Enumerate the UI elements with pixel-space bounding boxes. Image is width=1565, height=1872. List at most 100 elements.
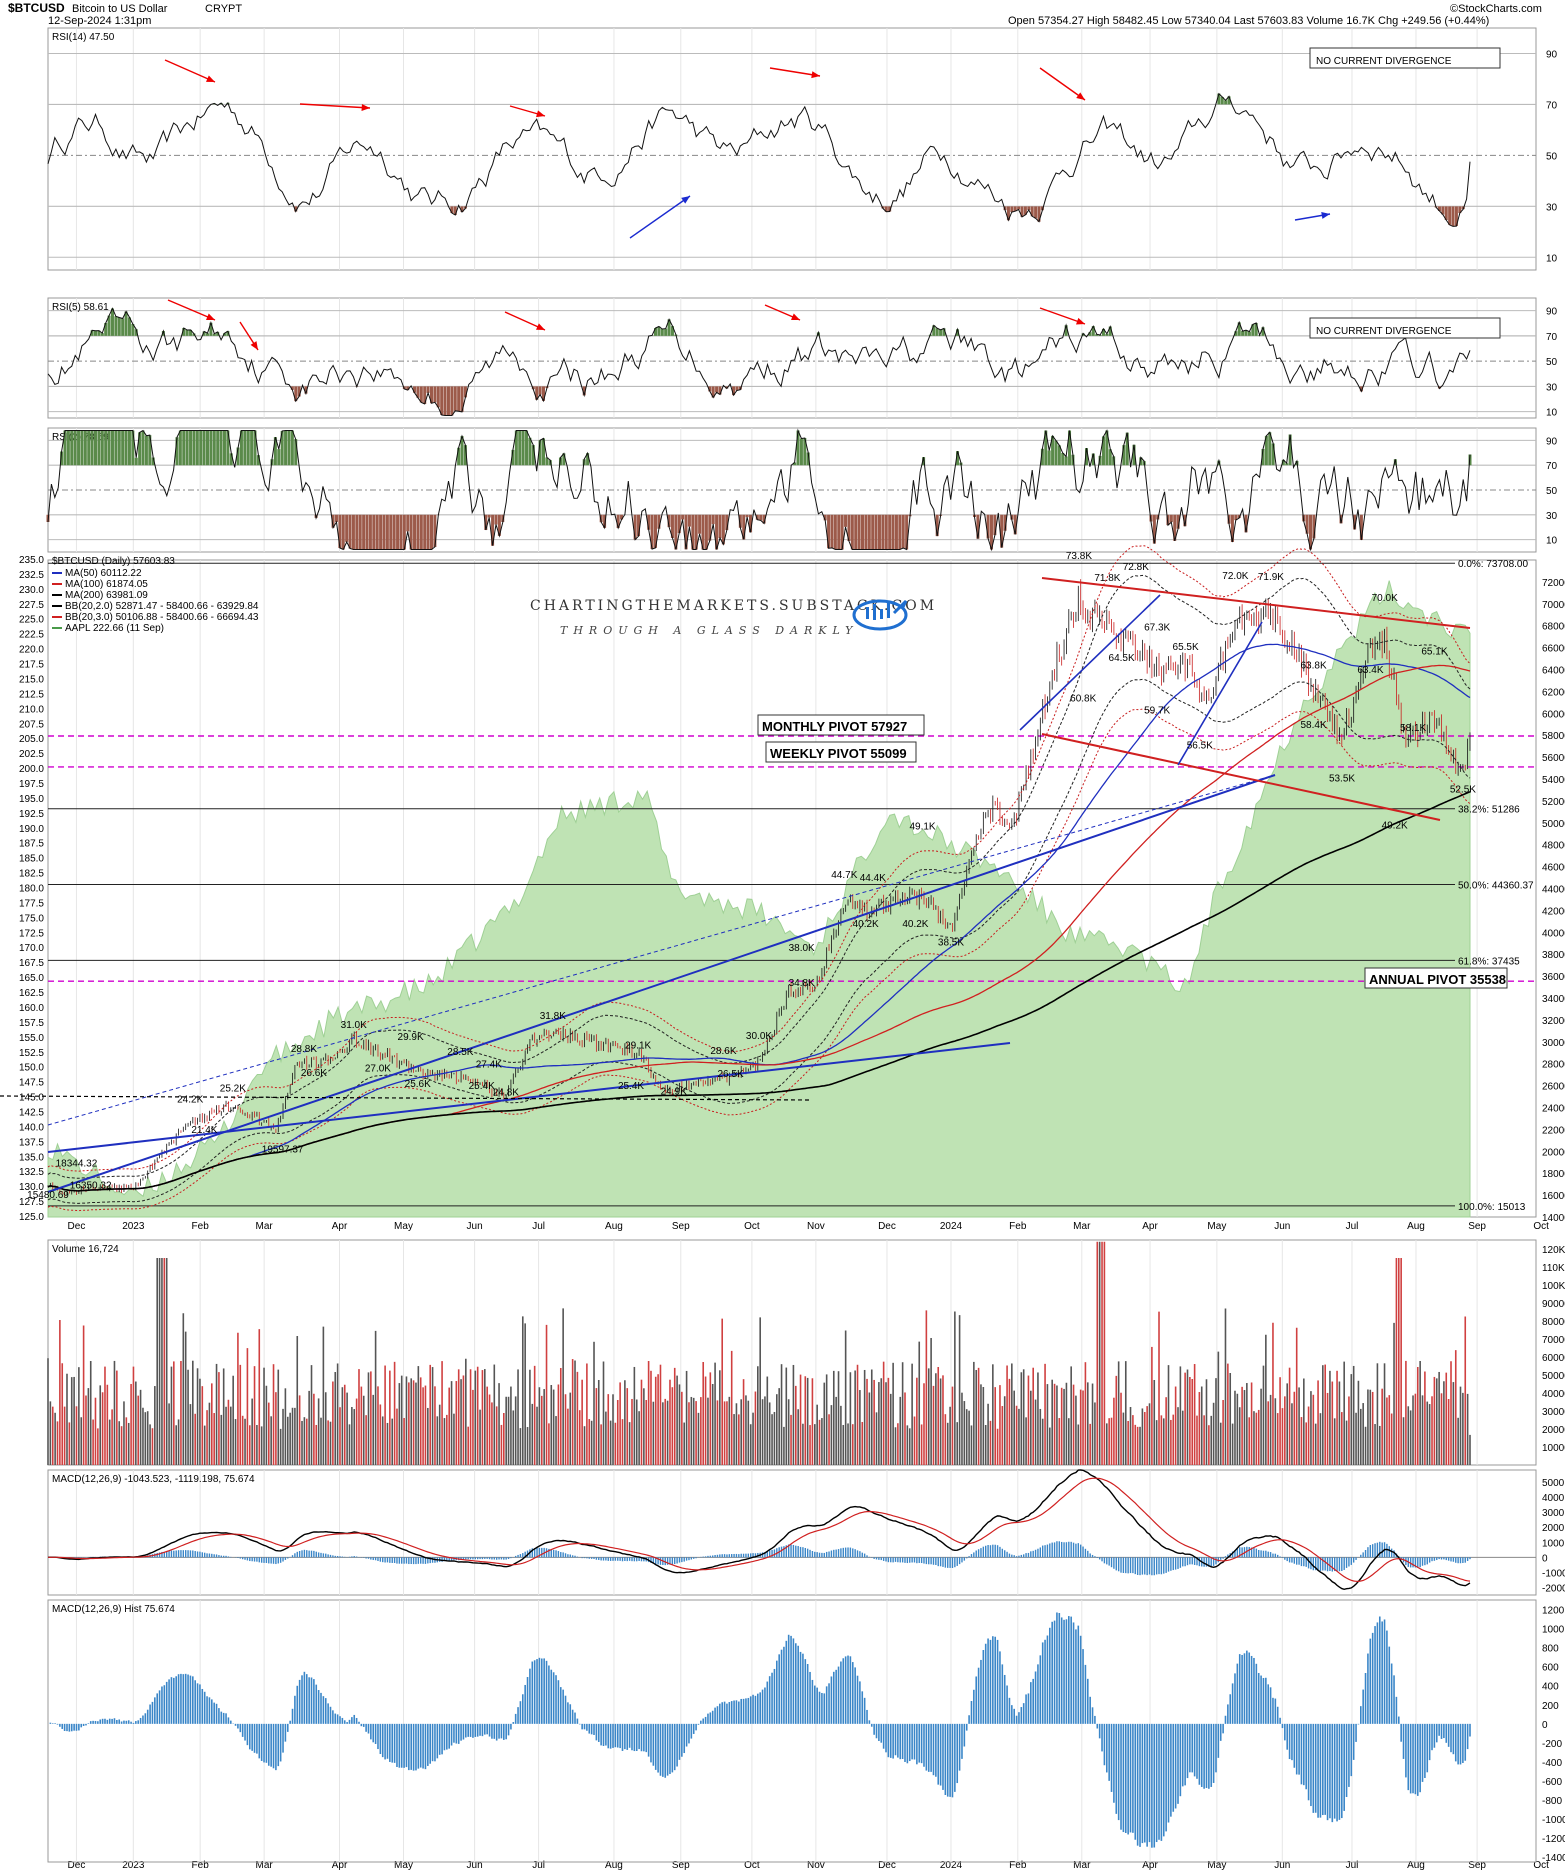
price-ytick-left: 205.0 (19, 734, 44, 745)
x-axis-label-price: 2024 (940, 1221, 963, 1232)
price-ytick-right: 20000 (1542, 1147, 1565, 1158)
x-axis-label-bottom: Dec (878, 1860, 896, 1871)
x-axis-label-price: Apr (1142, 1221, 1158, 1232)
price-ytick-right: 54000 (1542, 775, 1565, 786)
price-ytick-left: 200.0 (19, 764, 44, 775)
price-ytick-right: 66000 (1542, 644, 1565, 655)
rsi2-ytick: 70 (1546, 461, 1558, 472)
divergence-arrow (164, 59, 216, 83)
volume-ytick: 40000 (1542, 1389, 1565, 1400)
price-ytick-left: 137.5 (19, 1137, 44, 1148)
price-label: 70.0K (1372, 593, 1398, 604)
price-label: 40.2K (853, 919, 879, 930)
price-label: 27.4K (476, 1059, 502, 1070)
hist-title: MACD(12,26,9) Hist 75.674 (52, 1604, 175, 1615)
bb2-upper-line (47, 574, 1471, 1179)
price-label: 63.4K (1357, 665, 1383, 676)
price-label: 58.1K (1400, 723, 1426, 734)
price-ytick-left: 187.5 (19, 839, 44, 850)
hist-ytick: -800 (1542, 1796, 1562, 1807)
price-ytick-left: 145.0 (19, 1093, 44, 1104)
price-ytick-left: 232.5 (19, 570, 44, 581)
fib-level-label: 0.0%: 73708.00 (1458, 559, 1528, 570)
panels: 10 30 50 70 90 RSI(14) 47.50 NO CURRENT DIVERG… (0, 27, 1565, 1871)
price-label: 65.1K (1421, 646, 1447, 657)
price-ytick-left: 155.0 (19, 1033, 44, 1044)
quote-line: Open 57354.27 High 58482.45 Low 57340.04… (1008, 15, 1489, 27)
price-label: 49.1K (909, 822, 935, 833)
x-axis-label-bottom: Feb (1009, 1860, 1027, 1871)
price-ytick-left: 152.5 (19, 1048, 44, 1059)
price-ytick-right: 62000 (1542, 687, 1565, 698)
rsi5-ytick: 90 (1546, 307, 1558, 318)
x-axis-label-bottom: Mar (1073, 1860, 1091, 1871)
price-ytick-left: 130.0 (19, 1182, 44, 1193)
price-label: 28.8K (291, 1044, 317, 1055)
price-label: 26.6K (301, 1068, 327, 1079)
volume-ytick: 30000 (1542, 1407, 1565, 1418)
price-ytick-left: 195.0 (19, 794, 44, 805)
rsi14-ytick: 70 (1546, 100, 1558, 111)
price-ytick-right: 48000 (1542, 841, 1565, 852)
macd-frame (47, 1469, 1537, 1596)
price-ytick-right: 56000 (1542, 753, 1565, 764)
price-label: 18344.32 (56, 1158, 98, 1169)
price-ytick-left: 225.0 (19, 615, 44, 626)
volume-ytick: 110K (1542, 1263, 1565, 1274)
price-ytick-left: 227.5 (19, 600, 44, 611)
rsi5-title: RSI(5) 58.61 (52, 302, 109, 313)
x-axis-label-price: Sep (1468, 1221, 1486, 1232)
rsi2-overbought-fill (60, 430, 1472, 466)
price-ytick-left: 197.5 (19, 779, 44, 790)
pivot-label: WEEKLY PIVOT 55099 (770, 746, 907, 761)
rsi5-annotation-box (1309, 317, 1501, 339)
hist-ytick: 600 (1542, 1663, 1559, 1674)
divergence-arrowhead (1076, 317, 1085, 325)
price-ytick-right: 72000 (1542, 578, 1565, 589)
macd-signal-line (48, 1477, 1471, 1583)
macd-title: MACD(12,26,9) -1043.523, -1119.198, 75.6… (52, 1474, 255, 1485)
symbol-name: Bitcoin to US Dollar (72, 3, 168, 15)
divergence-arrow (629, 195, 691, 239)
chart-datetime: 12-Sep-2024 1:31pm (48, 15, 151, 27)
x-axis-label-price: Jun (1274, 1221, 1290, 1232)
price-ytick-right: 26000 (1542, 1082, 1565, 1093)
x-axis-label-price: Aug (605, 1221, 623, 1232)
price-ytick-right: 68000 (1542, 622, 1565, 633)
divergence-arrowhead (681, 196, 690, 204)
hist-ytick: -200 (1542, 1739, 1562, 1750)
x-axis-label-price: Feb (192, 1221, 210, 1232)
x-axis-label-price: Feb (1009, 1221, 1027, 1232)
price-ytick-left: 177.5 (19, 898, 44, 909)
x-axis-label-price: Mar (1073, 1221, 1091, 1232)
price-ytick-left: 160.0 (19, 1003, 44, 1014)
volume-ytick: 100K (1542, 1281, 1565, 1292)
rsi14-line (47, 92, 1471, 227)
ma200-line (47, 791, 1471, 1192)
x-axis-label-price: Jun (467, 1221, 483, 1232)
x-axis-label-bottom: Jun (467, 1860, 483, 1871)
price-label: 38.0K (789, 943, 815, 954)
rsi14-ytick: 50 (1546, 151, 1558, 162)
price-ytick-left: 132.5 (19, 1167, 44, 1178)
price-ytick-right: 38000 (1542, 950, 1565, 961)
hist-frame (47, 1599, 1537, 1863)
rsi14-oversold-fill (294, 206, 1465, 227)
price-ytick-left: 125.0 (19, 1212, 44, 1223)
hist-ytick: -1000 (1542, 1815, 1565, 1826)
price-ytick-left: 162.5 (19, 988, 44, 999)
pivot-label: ANNUAL PIVOT 35538 (1369, 972, 1506, 987)
watermark-line1: CHARTINGTHEMARKETS.SUBSTACK.COM (530, 598, 937, 614)
price-ytick-left: 175.0 (19, 913, 44, 924)
price-ytick-left: 202.5 (19, 749, 44, 760)
price-label: 63.8K (1301, 661, 1327, 672)
macd-ytick: 2000 (1542, 1523, 1565, 1534)
price-label: 44.4K (860, 873, 886, 884)
legend-entry: AAPL 222.66 (11 Sep) (65, 623, 164, 634)
divergence-arrowhead (811, 71, 820, 79)
macd-line (47, 1469, 1471, 1591)
price-ytick-right: 28000 (1542, 1060, 1565, 1071)
x-axis-label-price: 2023 (122, 1221, 145, 1232)
price-ytick-right: 34000 (1542, 994, 1565, 1005)
